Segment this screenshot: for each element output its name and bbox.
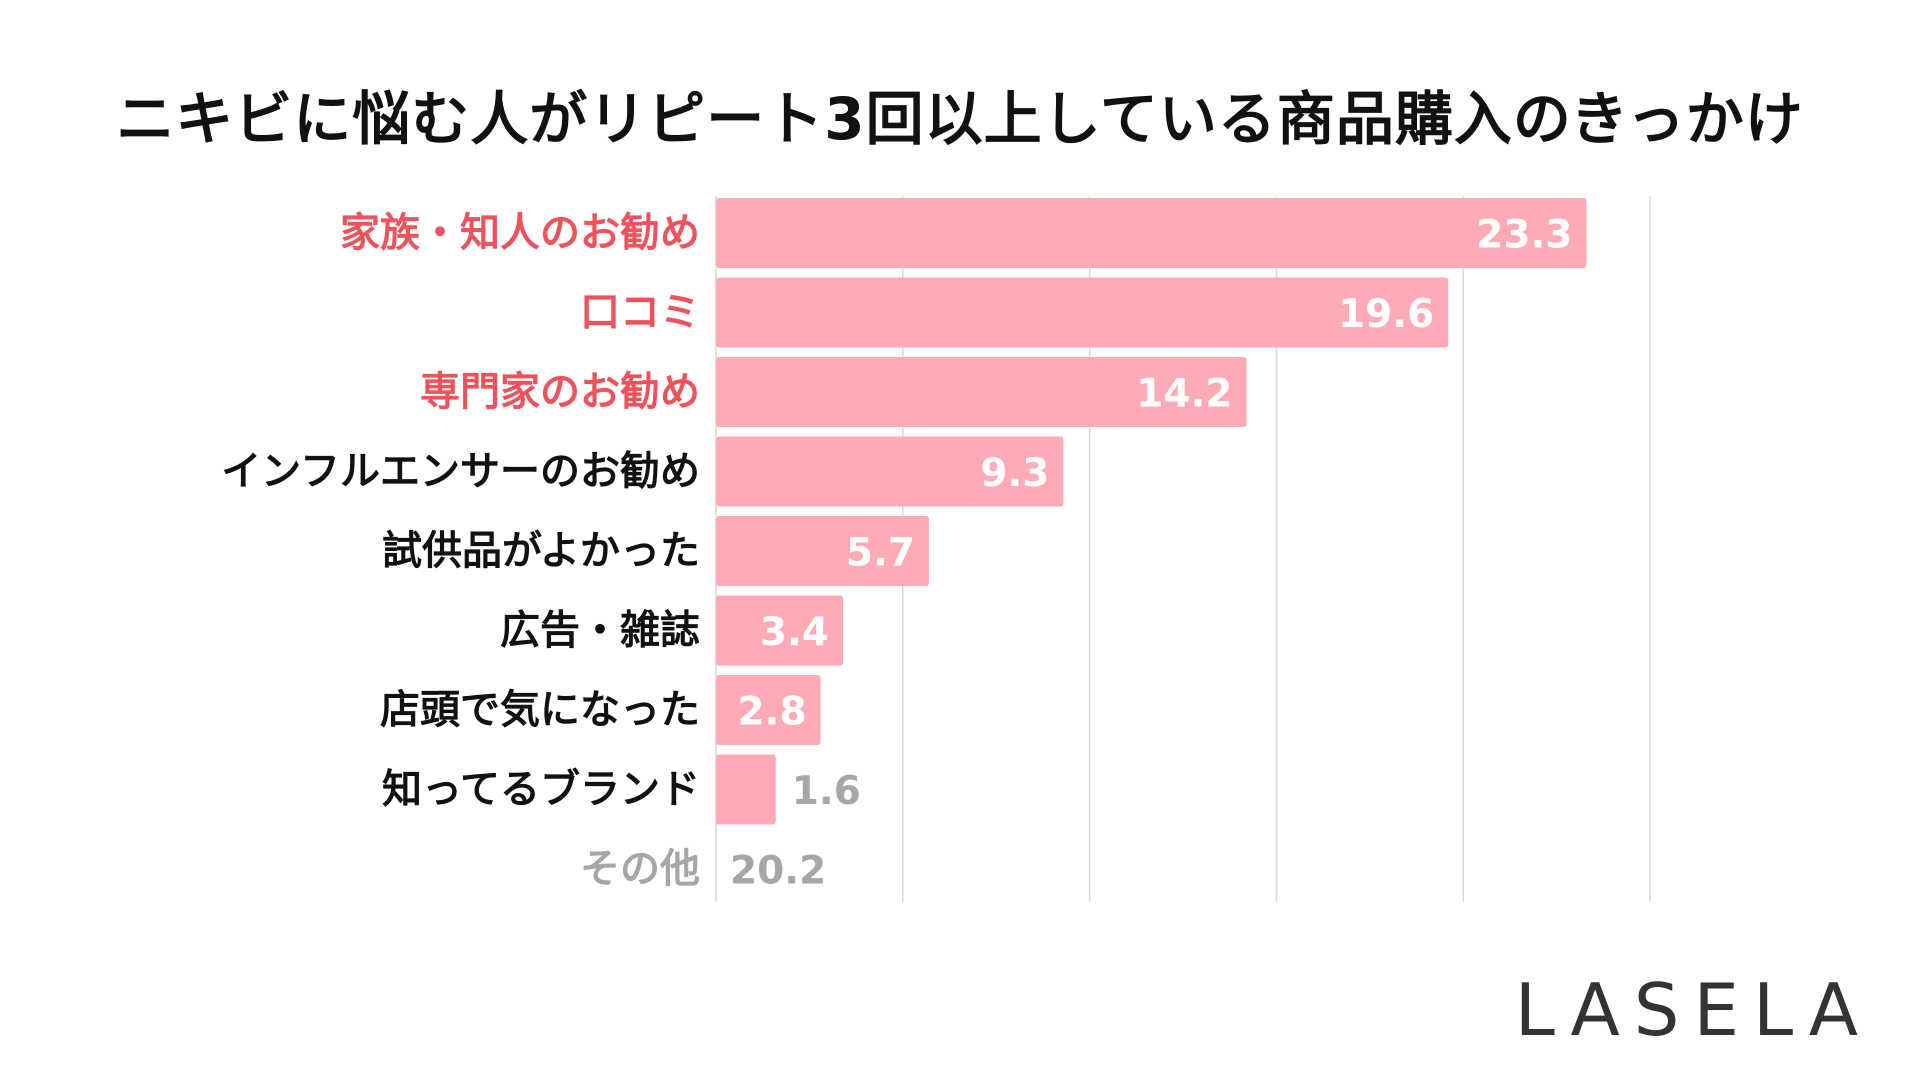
- category-labels: 家族・知人のお勧め口コミ専門家のお勧めインフルエンサーのお勧め試供品がよかった広…: [221, 210, 700, 892]
- value-label-7: 1.6: [792, 769, 861, 814]
- bar-4: [716, 516, 929, 586]
- category-label-7: 知ってるブランド: [382, 767, 700, 813]
- value-label-8: 20.2: [730, 849, 826, 894]
- category-label-2: 専門家のお勧め: [420, 369, 700, 415]
- value-labels: 23.3 19.6 14.2 9.3 5.7 3.4 2.8 1.6 20.2: [730, 213, 1572, 894]
- brand-logo: LASELA: [1514, 968, 1872, 1052]
- bar-2: [716, 357, 1247, 427]
- bar-6: [716, 675, 821, 745]
- value-label-2: 14.2: [1136, 372, 1232, 417]
- chart-title: ニキビに悩む人がリピート3回以上している商品購入のきっかけ: [116, 85, 1804, 153]
- category-label-5: 広告・雑誌: [500, 608, 700, 654]
- category-label-3: インフルエンサーのお勧め: [221, 449, 700, 495]
- bar-1: [716, 277, 1449, 348]
- category-label-4: 試供品がよかった: [382, 528, 700, 574]
- category-label-8: その他: [580, 846, 700, 892]
- bar-5: [716, 595, 844, 666]
- bar-7: [716, 754, 776, 825]
- value-label-3: 9.3: [980, 451, 1049, 496]
- category-label-1: 口コミ: [580, 290, 700, 336]
- value-label-5: 3.4: [760, 610, 829, 655]
- bar-3: [716, 436, 1064, 507]
- value-label-0: 23.3: [1476, 213, 1572, 258]
- value-label-4: 5.7: [846, 531, 915, 576]
- category-label-0: 家族・知人のお勧め: [340, 210, 700, 256]
- bar-0: [716, 198, 1587, 268]
- value-label-6: 2.8: [738, 690, 807, 735]
- category-label-6: 店頭で気になった: [380, 687, 700, 733]
- value-label-1: 19.6: [1338, 292, 1434, 337]
- bars: [716, 198, 1587, 825]
